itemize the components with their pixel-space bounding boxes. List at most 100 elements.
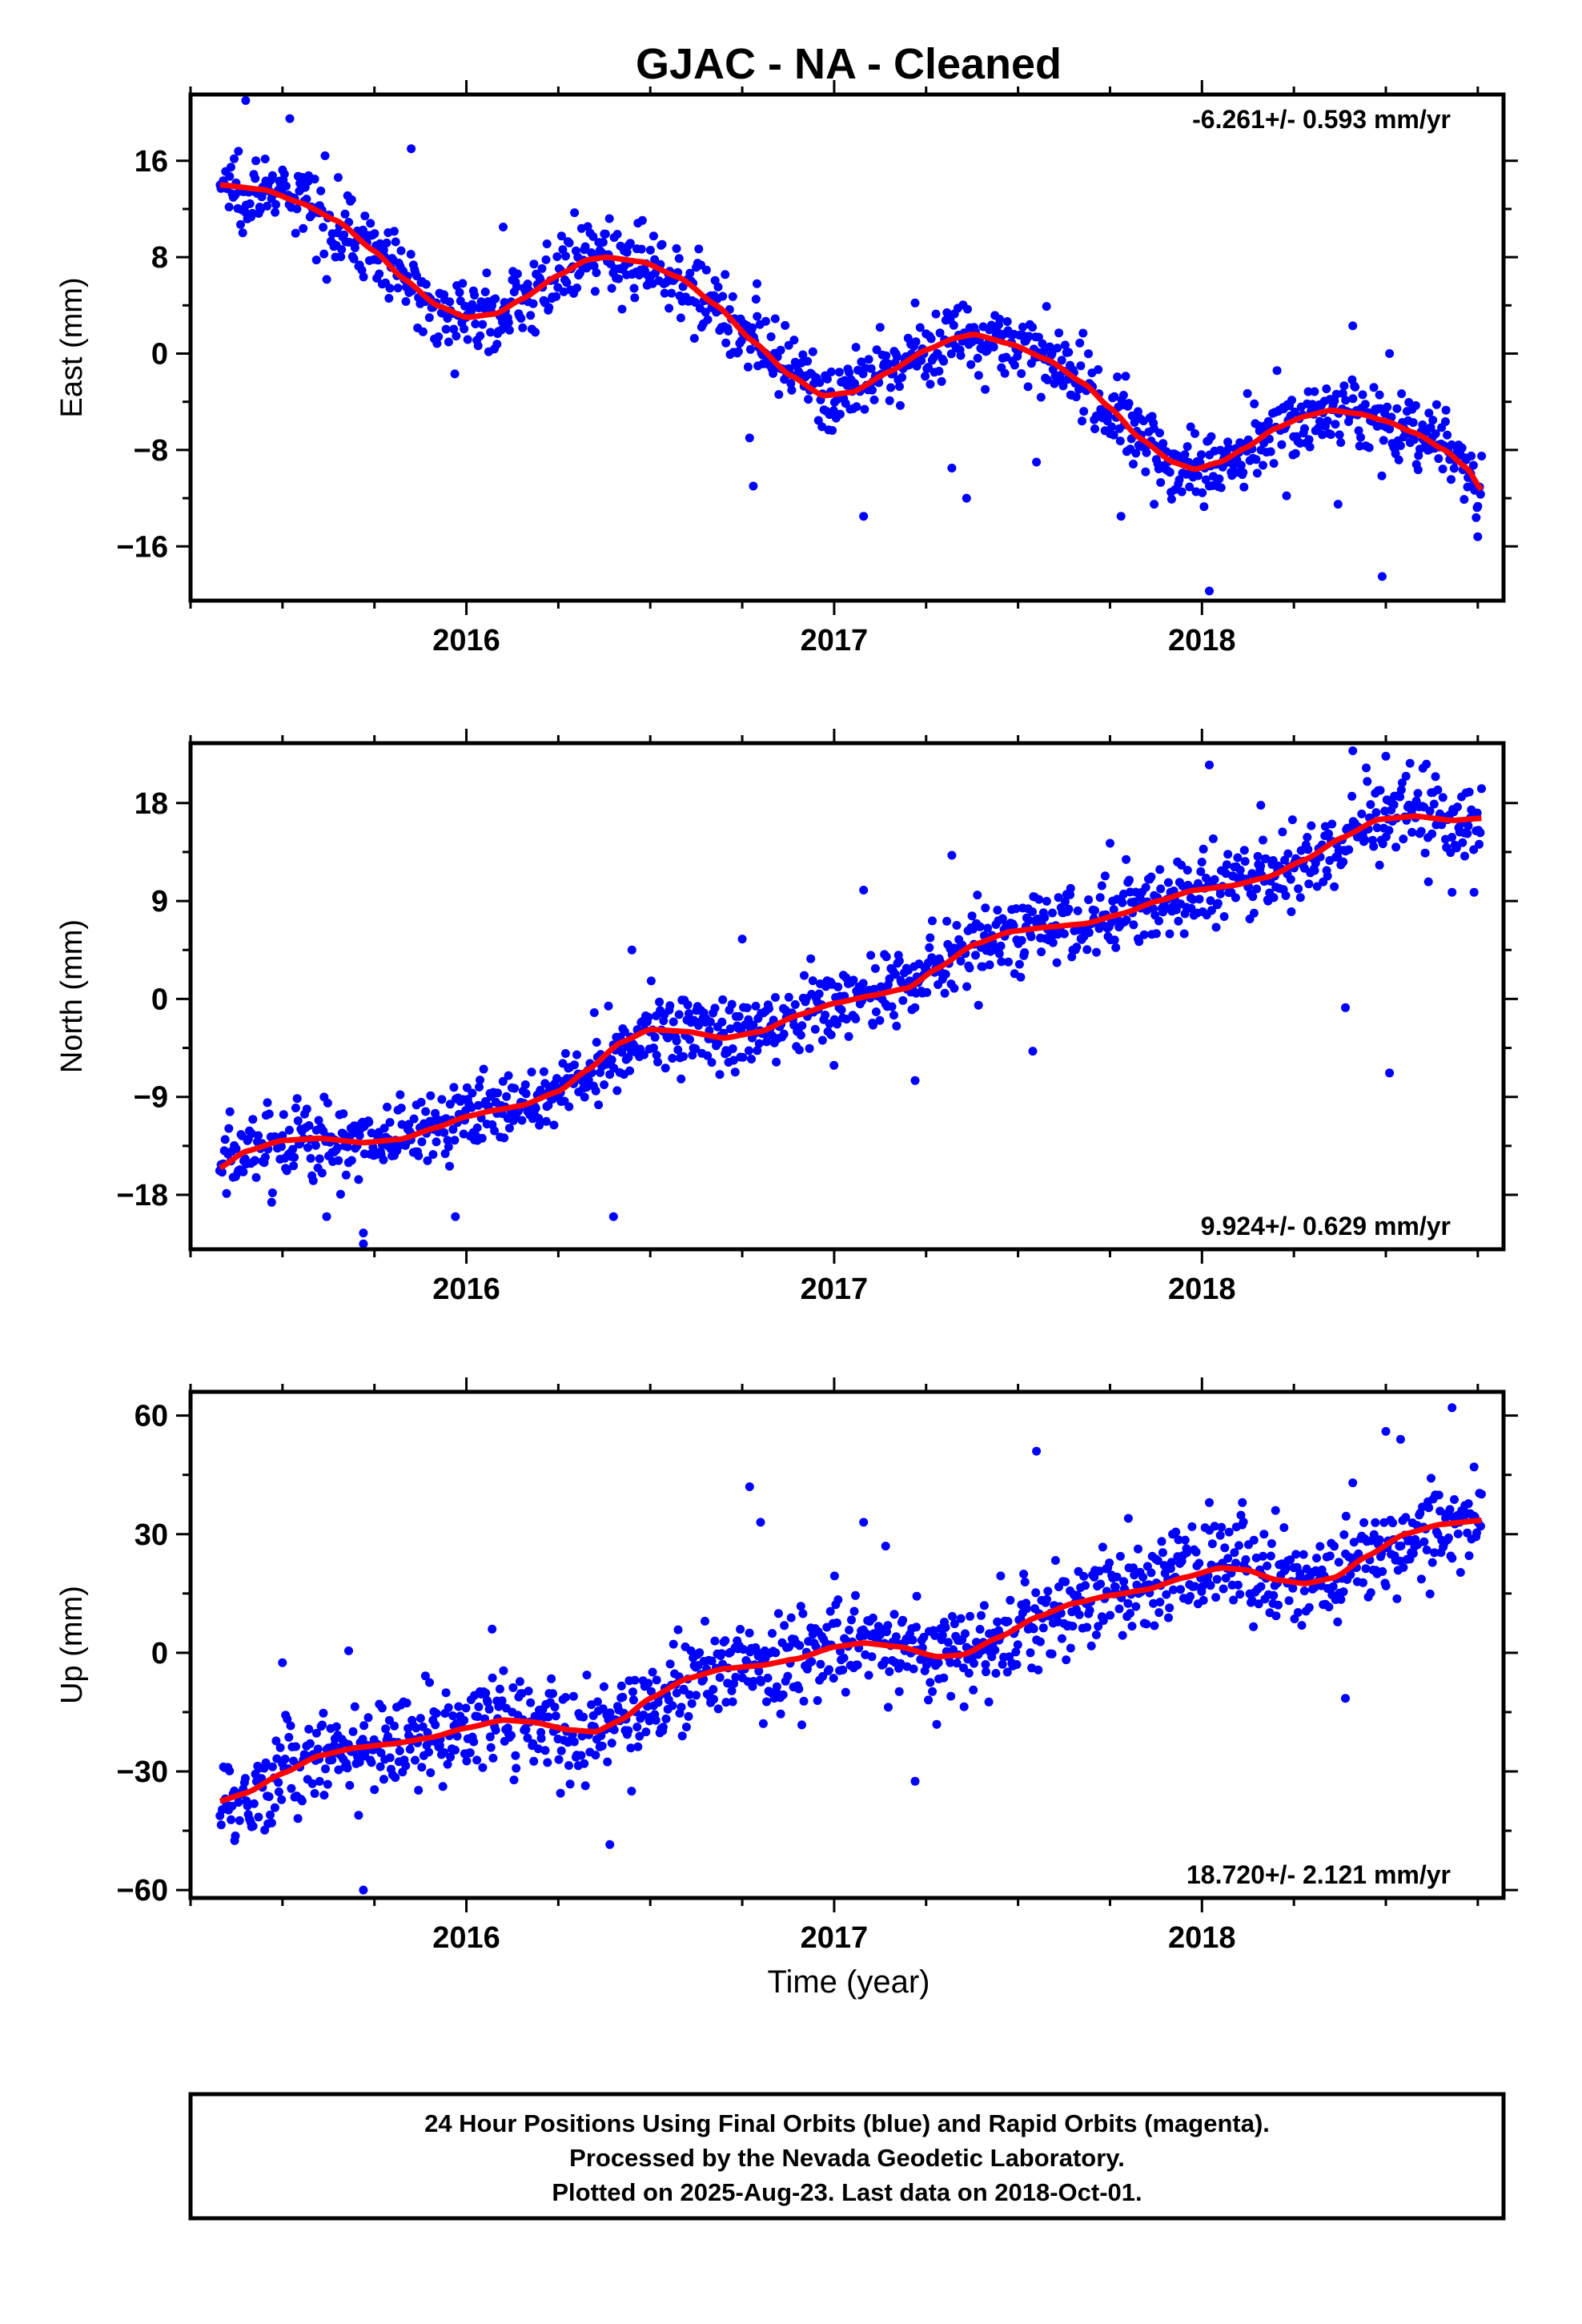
- east-point: [1418, 420, 1427, 429]
- north-point: [224, 1124, 234, 1133]
- up-point: [961, 1629, 970, 1638]
- north-point: [805, 1043, 814, 1053]
- up-point: [677, 1731, 687, 1741]
- north-outlier-point: [1205, 760, 1214, 770]
- up-point: [984, 1697, 994, 1707]
- east-point: [1084, 349, 1093, 359]
- east-outlier-point: [1385, 349, 1395, 358]
- up-point: [1472, 1528, 1481, 1538]
- north-outlier-point: [1256, 801, 1266, 810]
- up-point: [524, 1687, 533, 1696]
- east-point: [1364, 443, 1374, 452]
- east-point: [1071, 392, 1081, 402]
- up-point: [919, 1632, 929, 1642]
- east-point: [590, 287, 600, 296]
- up-point: [1359, 1518, 1369, 1527]
- up-outlier-point: [1271, 1506, 1280, 1515]
- up-point: [1215, 1530, 1225, 1540]
- east-point: [1392, 404, 1402, 413]
- north-point: [844, 1031, 853, 1041]
- east-point: [946, 349, 956, 359]
- up-point: [728, 1697, 737, 1707]
- north-point: [975, 922, 985, 931]
- north-point: [1156, 884, 1166, 894]
- east-point: [587, 248, 596, 257]
- east-point: [770, 314, 780, 324]
- up-point: [1267, 1539, 1276, 1548]
- north-point: [367, 1128, 376, 1138]
- up-point: [1251, 1553, 1261, 1562]
- north-point: [1269, 893, 1279, 903]
- up-point: [551, 1711, 560, 1721]
- north-point: [952, 921, 962, 930]
- up-point: [771, 1648, 781, 1658]
- east-point: [1166, 494, 1176, 504]
- north-point: [677, 1074, 686, 1084]
- north-point: [1208, 834, 1218, 843]
- up-point: [484, 1704, 494, 1714]
- north-point: [1240, 857, 1250, 866]
- east-point: [576, 268, 584, 278]
- east-point: [370, 229, 379, 239]
- north-point: [502, 1092, 512, 1101]
- north-point: [1110, 935, 1119, 945]
- east-point: [949, 320, 958, 330]
- up-point: [881, 1656, 890, 1666]
- north-point: [728, 1044, 737, 1053]
- up-point: [783, 1671, 793, 1681]
- east-y-tick-label: −16: [117, 530, 168, 564]
- east-point: [1158, 439, 1168, 448]
- east-point: [1290, 407, 1299, 416]
- up-point: [1229, 1595, 1239, 1605]
- north-point: [414, 1151, 424, 1160]
- east-point: [468, 300, 477, 309]
- east-point: [934, 367, 944, 376]
- east-point: [665, 304, 674, 313]
- north-x-tick-label: 2017: [801, 1273, 869, 1306]
- up-point: [1359, 1578, 1367, 1587]
- up-point: [454, 1702, 464, 1711]
- north-point: [926, 933, 935, 943]
- north-point: [1195, 895, 1204, 904]
- north-point: [302, 1104, 311, 1114]
- up-point: [1164, 1613, 1173, 1622]
- east-point: [1017, 369, 1026, 378]
- up-point: [762, 1697, 771, 1707]
- east-point: [721, 338, 731, 348]
- up-point: [359, 1721, 369, 1731]
- east-point: [1354, 426, 1363, 436]
- up-point: [891, 1632, 901, 1642]
- east-point: [896, 400, 905, 410]
- east-point: [528, 299, 538, 308]
- north-point: [445, 1100, 455, 1109]
- north-point: [1389, 800, 1399, 810]
- up-point: [970, 1659, 978, 1668]
- east-point: [622, 247, 632, 257]
- north-point: [1323, 871, 1332, 881]
- up-point: [727, 1686, 737, 1695]
- up-point: [912, 1622, 921, 1632]
- east-point: [500, 298, 509, 308]
- up-point: [1419, 1537, 1429, 1546]
- east-point: [1476, 489, 1485, 499]
- up-point: [543, 1758, 552, 1767]
- up-x-tick-label: 2016: [432, 1921, 500, 1955]
- east-point: [480, 287, 490, 296]
- east-point: [645, 245, 655, 255]
- north-point: [892, 1021, 901, 1031]
- up-point: [1254, 1599, 1263, 1609]
- north-point: [797, 1021, 807, 1031]
- east-point: [541, 255, 551, 264]
- up-point: [647, 1687, 656, 1696]
- east-point: [1078, 328, 1088, 338]
- east-point: [1036, 392, 1046, 402]
- north-point: [729, 1055, 738, 1065]
- north-point: [1017, 935, 1026, 945]
- east-point: [1224, 444, 1234, 453]
- east-point: [1165, 468, 1174, 477]
- up-point: [684, 1711, 693, 1721]
- up-point: [1029, 1624, 1038, 1634]
- up-point: [639, 1711, 648, 1719]
- north-point: [837, 1005, 846, 1015]
- east-point: [224, 203, 234, 211]
